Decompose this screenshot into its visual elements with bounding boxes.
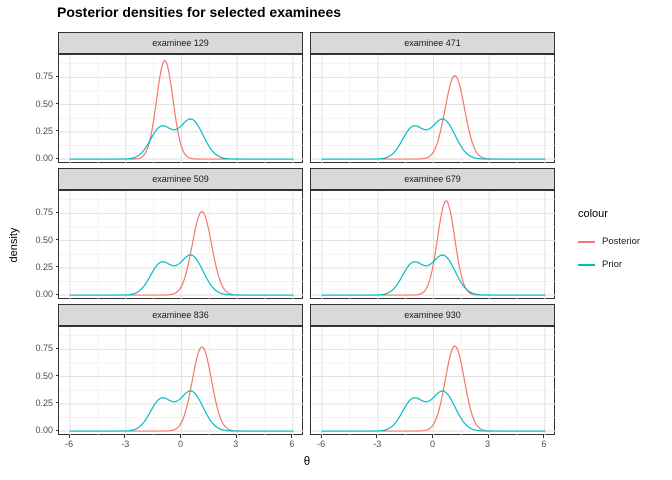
facet-strip: examinee 930 [310,304,555,326]
facet-strip: examinee 679 [310,168,555,190]
axis-tick-mark [55,266,58,268]
y-tick-label: 0.50 [35,370,53,381]
axis-tick-mark [55,103,58,105]
facet-panel [310,326,556,436]
axis-tick-mark [235,435,237,438]
prior-curve [69,254,294,296]
legend-entry-label: Prior [602,259,623,270]
legend-entry-prior: Prior [578,256,668,273]
axis-tick-mark [55,157,58,159]
axis-tick-mark [55,402,58,404]
y-tick-label: 0.50 [35,98,53,109]
x-tick-label: 0 [429,439,435,449]
prior-curve [69,390,294,432]
facet-panel [58,190,304,300]
y-tick-label: 0.75 [35,343,53,354]
x-axis-title: θ [303,456,311,468]
x-tick-label: -6 [317,439,326,449]
facet-strip: examinee 129 [58,32,303,54]
legend: colour Posterior Prior [578,208,668,279]
axis-tick-mark [55,211,58,213]
facet-strip: examinee 471 [310,32,555,54]
facet-panel [310,54,556,164]
y-tick-label: 0.00 [35,425,53,435]
prior-curve [321,390,546,432]
axis-tick-mark [55,75,58,77]
y-tick-label: 0.00 [35,153,53,163]
y-tick-label: 0.00 [35,289,53,299]
axis-tick-mark [55,239,58,241]
axis-tick-mark [55,293,58,295]
density-curves [59,191,304,300]
x-tick-label: -6 [65,439,74,449]
legend-entry-posterior: Posterior [578,233,668,250]
y-axis-title: density [8,227,20,263]
x-tick-label: -3 [373,439,382,449]
facet-panel [310,190,556,300]
axis-tick-mark [124,435,126,438]
density-curves [59,55,304,164]
axis-tick-mark [55,130,58,132]
posterior-line-icon [578,241,595,243]
prior-curve [321,118,546,160]
x-tick-label: 6 [541,439,547,449]
axis-tick-mark [432,435,433,438]
axis-tick-mark [55,347,58,349]
plot-title: Posterior densities for selected examine… [57,4,342,20]
axis-tick-mark [487,435,489,438]
axis-tick-mark [291,435,293,438]
y-tick-label: 0.50 [35,234,53,245]
x-tick-label: 3 [233,439,239,449]
axis-tick-mark [180,435,181,438]
axis-tick-mark [55,375,58,377]
legend-key [578,233,595,250]
axis-tick-mark [55,429,58,431]
axis-tick-mark [68,435,70,438]
legend-key [578,256,595,273]
facet-strip: examinee 836 [58,304,303,326]
prior-curve [321,254,546,296]
axis-tick-mark [543,435,545,438]
density-curves [59,327,304,436]
facet-panel [58,54,304,164]
y-tick-label: 0.25 [35,397,53,408]
legend-title: colour [578,208,608,220]
prior-curve [69,118,294,160]
axis-tick-mark [320,435,322,438]
x-tick-label: 3 [485,439,491,449]
y-tick-label: 0.25 [35,261,53,272]
density-curves [311,191,556,300]
x-tick-label: 6 [289,439,295,449]
x-tick-label: -3 [121,439,130,449]
y-tick-label: 0.75 [35,71,53,82]
axis-tick-mark [376,435,378,438]
density-curves [311,327,556,436]
legend-entry-label: Posterior [602,236,641,247]
prior-line-icon [578,264,595,266]
facet-strip: examinee 509 [58,168,303,190]
x-tick-label: 0 [177,439,183,449]
density-curves [311,55,556,164]
y-tick-label: 0.75 [35,207,53,218]
y-tick-label: 0.25 [35,125,53,136]
facet-panel [58,326,304,436]
